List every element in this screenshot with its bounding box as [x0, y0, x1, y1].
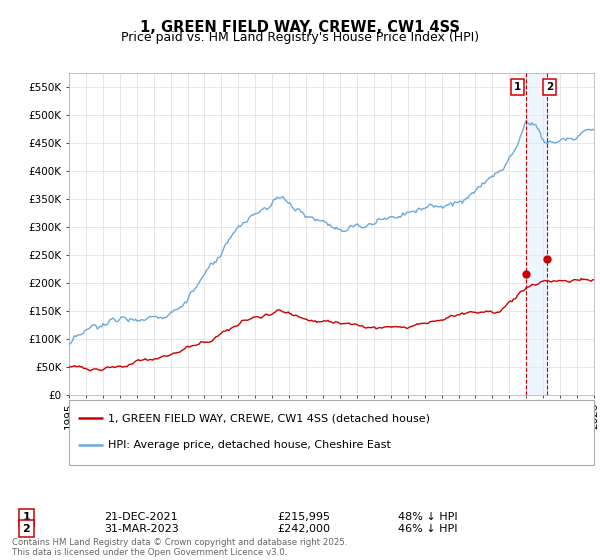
Text: HPI: Average price, detached house, Cheshire East: HPI: Average price, detached house, Ches…	[109, 441, 391, 450]
Text: Price paid vs. HM Land Registry's House Price Index (HPI): Price paid vs. HM Land Registry's House …	[121, 31, 479, 44]
Text: 1, GREEN FIELD WAY, CREWE, CW1 4SS: 1, GREEN FIELD WAY, CREWE, CW1 4SS	[140, 20, 460, 35]
Text: Contains HM Land Registry data © Crown copyright and database right 2025.
This d: Contains HM Land Registry data © Crown c…	[12, 538, 347, 557]
Text: £215,995: £215,995	[277, 512, 330, 522]
Text: 2: 2	[546, 82, 553, 92]
Text: 48% ↓ HPI: 48% ↓ HPI	[398, 512, 458, 522]
Text: 21-DEC-2021: 21-DEC-2021	[104, 512, 178, 522]
Bar	[526, 73, 547, 395]
Text: 31-MAR-2023: 31-MAR-2023	[104, 524, 179, 534]
Text: 1: 1	[23, 512, 30, 522]
FancyBboxPatch shape	[69, 400, 594, 465]
Text: 1, GREEN FIELD WAY, CREWE, CW1 4SS (detached house): 1, GREEN FIELD WAY, CREWE, CW1 4SS (deta…	[109, 413, 430, 423]
Text: 46% ↓ HPI: 46% ↓ HPI	[398, 524, 457, 534]
Text: £242,000: £242,000	[277, 524, 330, 534]
Text: 1: 1	[514, 82, 521, 92]
Text: 2: 2	[23, 524, 30, 534]
